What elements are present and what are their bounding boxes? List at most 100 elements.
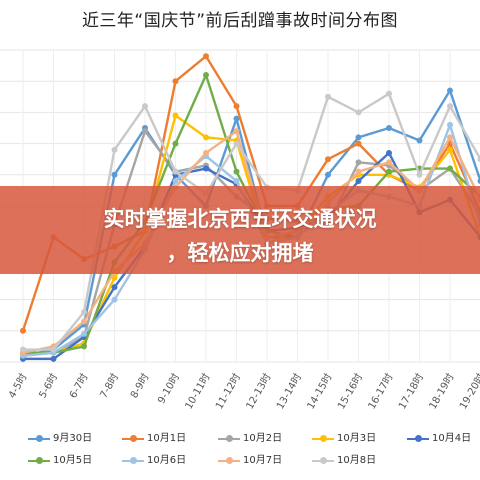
legend-item: 10月2日 <box>218 432 282 446</box>
data-point <box>81 318 87 325</box>
legend-label: 10月5日 <box>53 455 93 466</box>
data-point <box>203 134 209 141</box>
data-point <box>111 146 118 153</box>
x-tick-label: 19-20时 <box>457 372 480 412</box>
data-point <box>355 178 362 185</box>
data-point <box>233 103 240 110</box>
legend-label: 10月4日 <box>432 433 472 444</box>
legend-swatch <box>218 454 240 468</box>
data-point <box>81 343 87 350</box>
x-tick-label: 11-12时 <box>213 372 243 412</box>
legend-swatch <box>122 432 144 446</box>
data-point <box>386 159 392 166</box>
legend-label: 10月7日 <box>243 455 283 466</box>
legend-label: 10月3日 <box>337 433 377 444</box>
data-point <box>447 165 453 172</box>
data-point <box>203 53 209 60</box>
data-point <box>447 121 453 128</box>
headline-line-1: 实时掌握北京西五环交通状况 <box>103 207 377 231</box>
x-tick-label: 5-6时 <box>37 372 61 401</box>
data-point <box>386 149 392 156</box>
data-point <box>447 87 453 94</box>
legend-item: 10月4日 <box>407 432 471 446</box>
x-axis-ticks: 4-5时 5-6时 6-7时 7-8时 8-9时 9-10时 10-11时 11-12时 12-… <box>6 372 480 412</box>
data-point <box>386 168 392 175</box>
x-tick-label: 4-5时 <box>6 372 30 401</box>
data-point <box>355 159 362 166</box>
data-point <box>50 346 57 353</box>
legend-swatch <box>312 432 334 446</box>
data-point <box>355 109 362 116</box>
legend-swatch <box>28 454 50 468</box>
data-point <box>325 93 331 100</box>
data-point <box>355 134 362 141</box>
legend-swatch <box>312 454 334 468</box>
x-tick-label: 17-18时 <box>396 372 426 412</box>
data-point <box>172 178 179 185</box>
data-point <box>416 171 423 178</box>
legend-label: 10月8日 <box>337 455 377 466</box>
data-point <box>355 140 362 147</box>
data-point <box>325 171 331 178</box>
data-point <box>81 309 87 316</box>
data-point <box>233 168 240 175</box>
x-tick-label: 14-15时 <box>305 372 335 412</box>
legend-swatch <box>218 432 240 446</box>
data-point <box>416 137 423 144</box>
legend-item: 10月1日 <box>122 432 186 446</box>
data-point <box>386 90 392 97</box>
data-point <box>20 346 26 353</box>
chart-title: 近三年“国庆节”前后刮蹭事故时间分布图 <box>81 11 399 31</box>
data-point <box>477 178 480 184</box>
legend-label: 9月30日 <box>53 433 93 444</box>
x-tick-label: 16-17时 <box>366 372 396 412</box>
data-point <box>81 330 87 337</box>
legend-label: 10月2日 <box>243 433 283 444</box>
legend-swatch <box>122 454 144 468</box>
legend-label: 10月6日 <box>147 455 187 466</box>
data-point <box>111 171 118 178</box>
x-tick-label: 9-10时 <box>155 372 182 406</box>
headline-line-2: ，轻松应对拥堵 <box>166 241 314 265</box>
data-point <box>355 168 362 175</box>
legend-item: 10月7日 <box>218 454 282 468</box>
data-point <box>20 327 26 334</box>
data-point <box>172 140 179 147</box>
data-point <box>172 78 179 85</box>
data-point <box>233 178 240 185</box>
data-point <box>142 128 148 135</box>
data-point <box>233 128 240 135</box>
data-point <box>203 149 209 156</box>
x-tick-label: 10-11时 <box>183 372 213 412</box>
data-point <box>447 146 453 153</box>
legend-label: 10月1日 <box>147 433 187 444</box>
data-point <box>477 156 480 163</box>
x-tick-label: 13-14时 <box>274 372 304 412</box>
data-point <box>50 355 57 362</box>
x-tick-label: 8-9时 <box>128 372 152 401</box>
data-point <box>172 168 179 175</box>
data-point <box>233 140 240 147</box>
legend-item: 10月8日 <box>312 454 376 468</box>
headline-banner: 实时掌握北京西五环交通状况 ，轻松应对拥堵 <box>0 186 480 274</box>
data-point <box>447 103 453 110</box>
data-point <box>325 156 331 163</box>
data-point <box>111 296 118 303</box>
legend-item: 9月30日 <box>28 432 92 446</box>
data-point <box>111 284 118 291</box>
data-point <box>233 115 240 122</box>
x-tick-label: 7-8时 <box>98 372 122 401</box>
legend-item: 10月5日 <box>28 454 92 468</box>
series-line <box>22 129 480 354</box>
data-point <box>203 71 209 78</box>
data-point <box>447 134 453 141</box>
headline-text: 实时掌握北京西五环交通状况 ，轻松应对拥堵 <box>0 202 480 270</box>
data-point <box>172 112 179 119</box>
legend-swatch <box>407 432 429 446</box>
legend-item: 10月3日 <box>312 432 376 446</box>
legend-item: 10月6日 <box>122 454 186 468</box>
data-point <box>142 103 148 110</box>
data-point <box>203 165 209 172</box>
data-point <box>386 125 392 131</box>
x-tick-label: 18-19时 <box>427 372 457 412</box>
